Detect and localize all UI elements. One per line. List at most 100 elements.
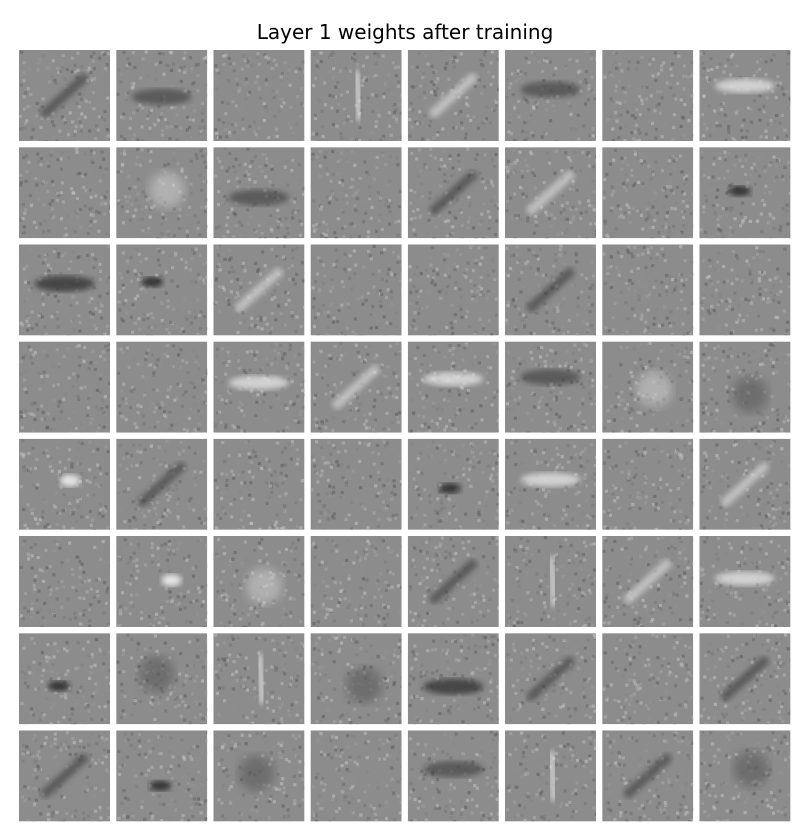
weight-pattern [39, 72, 90, 119]
weight-tile [213, 633, 305, 725]
weight-tile [116, 147, 208, 239]
weight-pattern [149, 780, 172, 791]
weight-tile [602, 730, 694, 822]
weight-tile [505, 730, 596, 822]
weight-pattern [345, 667, 382, 704]
weight-tile [699, 244, 791, 336]
weight-tile [310, 244, 402, 336]
weight-tile [19, 147, 110, 239]
weight-pattern [238, 755, 275, 792]
weight-pattern [714, 571, 775, 586]
weight-pattern [546, 750, 559, 802]
weight-tile [19, 536, 110, 627]
weight-tile [310, 147, 402, 239]
weight-tile [602, 633, 694, 725]
weight-pattern [438, 483, 461, 494]
weight-tile [19, 50, 110, 141]
weight-pattern [233, 266, 284, 314]
weight-tile [505, 536, 596, 627]
weight-tile [505, 50, 596, 141]
weight-tile [699, 438, 791, 530]
weight-pattern [161, 574, 182, 587]
weight-tile [116, 536, 208, 627]
weight-tile [602, 244, 694, 336]
weight-tile [213, 730, 305, 822]
weight-tile [699, 633, 791, 725]
weight-pattern [47, 681, 70, 692]
weight-tile [407, 147, 499, 239]
chart-title: Layer 1 weights after training [256, 20, 554, 44]
weight-tile [699, 341, 791, 433]
weight-pattern [423, 678, 484, 695]
weight-tile [213, 341, 305, 433]
weight-tile [213, 147, 305, 239]
weight-tile [699, 730, 791, 822]
weight-tile [505, 341, 596, 433]
weight-tile [505, 244, 596, 336]
weight-tile [310, 536, 402, 627]
weight-pattern [136, 460, 187, 508]
weight-tile [213, 244, 305, 336]
weight-pattern [34, 275, 95, 292]
weight-tile [407, 633, 499, 725]
weight-tile [505, 438, 596, 530]
weight-tile [407, 244, 499, 336]
weight-tile [213, 50, 305, 141]
weight-tile [602, 147, 694, 239]
weight-tile [116, 341, 208, 433]
weight-pattern [733, 751, 770, 788]
weight-tile [213, 536, 305, 627]
weight-pattern [423, 761, 484, 778]
weight-tile [310, 730, 402, 822]
weight-tile [602, 341, 694, 433]
weight-tile [310, 633, 402, 725]
weight-tile [699, 50, 791, 141]
weight-tile [602, 536, 694, 627]
weight-tile [505, 633, 596, 725]
weight-tile [505, 147, 596, 239]
weight-tile [19, 633, 110, 725]
weight-tile [310, 341, 402, 433]
weight-pattern [331, 363, 382, 411]
weight-tile [407, 536, 499, 627]
weight-pattern [520, 369, 581, 386]
weight-pattern [228, 375, 289, 390]
weight-tile [699, 147, 791, 239]
weight-pattern [622, 752, 673, 800]
weight-tile [407, 438, 499, 530]
weight-pattern [228, 189, 289, 206]
weight-tile [116, 633, 208, 725]
weight-pattern [525, 169, 576, 217]
weight-tile [310, 50, 402, 141]
weight-pattern [525, 266, 576, 314]
weight-tile [602, 50, 694, 141]
weight-pattern [719, 655, 770, 703]
weight-tile [116, 438, 208, 530]
weight-pattern [423, 371, 484, 386]
weight-tile [116, 730, 208, 822]
weight-tile [213, 438, 305, 530]
weight-pattern [131, 88, 192, 105]
weight-tile [19, 341, 110, 433]
weight-tile [407, 341, 499, 433]
weight-pattern [138, 656, 175, 693]
weight-pattern [141, 277, 164, 288]
weight-pattern [520, 472, 581, 487]
weight-tile [116, 50, 208, 141]
weight-pattern [520, 81, 581, 98]
weight-tile [699, 536, 791, 627]
weight-pattern [719, 460, 770, 508]
weight-tile [407, 50, 499, 141]
weight-pattern [59, 474, 80, 487]
weight-tile [310, 438, 402, 530]
weight-pattern [546, 556, 559, 607]
weight-tile [407, 730, 499, 822]
weight-pattern [525, 655, 576, 703]
weight-pattern [636, 371, 673, 408]
weight-pattern [149, 172, 186, 209]
weight-pattern [245, 568, 282, 605]
weight-pattern [714, 78, 775, 93]
weight-pattern [428, 169, 479, 217]
weight-tile [116, 244, 208, 336]
